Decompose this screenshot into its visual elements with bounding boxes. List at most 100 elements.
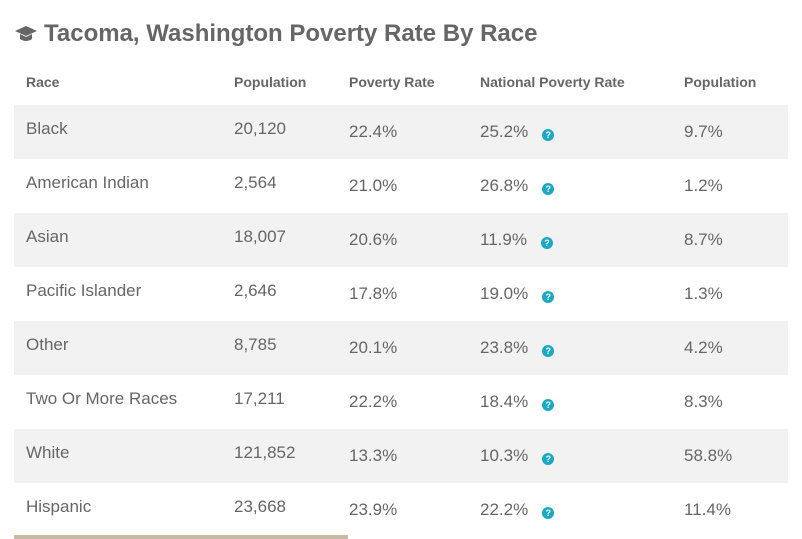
table-row: Pacific Islander 2,646 17.8% 19.0%? 1.3% <box>14 267 788 321</box>
national-rate-cell: 18.4%? <box>480 375 684 429</box>
race-cell-text: Pacific Islander <box>26 281 142 300</box>
header-population: Population <box>234 73 307 90</box>
poverty-rate-cell-text: 23.9% <box>349 500 398 519</box>
table-row: Black 20,120 22.4% 25.2%? 9.7% <box>14 105 788 159</box>
poverty-rate-cell-text: 17.8% <box>349 284 398 303</box>
population-share-cell-text: 4.2% <box>684 338 723 357</box>
national-rate-cell: 23.8%? <box>480 321 684 375</box>
table-row: American Indian 2,564 21.0% 26.8%? 1.2% <box>14 159 788 213</box>
population-cell: 121,852 <box>234 429 349 483</box>
poverty-rate-cell: 22.2% <box>349 375 480 429</box>
title-text: Tacoma, Washington Poverty Rate By Race <box>44 20 538 47</box>
population-cell-text: 17,211 <box>234 389 285 408</box>
poverty-rate-cell: 17.8% <box>349 267 480 321</box>
population-share-cell: 9.7% <box>684 105 788 159</box>
help-icon[interactable]: ? <box>542 291 555 303</box>
population-share-cell-text: 58.8% <box>684 446 733 465</box>
population-cell: 2,646 <box>234 267 349 321</box>
race-cell-text: White <box>26 443 70 462</box>
national-rate-cell: 11.9%? <box>480 213 684 267</box>
population-share-cell-text: 11.4% <box>684 500 731 519</box>
help-icon[interactable]: ? <box>542 345 555 357</box>
population-cell: 17,211 <box>234 375 349 429</box>
help-icon[interactable]: ? <box>542 183 555 195</box>
poverty-rate-cell: 21.0% <box>349 159 480 213</box>
header-poverty-rate: Poverty Rate <box>349 73 435 90</box>
poverty-rate-cell: 13.3% <box>349 429 480 483</box>
population-share-cell-text: 9.7% <box>684 122 723 141</box>
population-cell-text: 8,785 <box>234 335 277 354</box>
race-cell: Hispanic <box>14 483 234 537</box>
race-cell: Black <box>14 105 234 159</box>
population-share-cell: 4.2% <box>684 321 788 375</box>
population-cell-text: 2,646 <box>234 281 277 300</box>
population-share-cell: 1.3% <box>684 267 788 321</box>
population-cell-text: 18,007 <box>234 227 286 246</box>
population-cell-text: 121,852 <box>234 443 296 462</box>
national-rate-cell-text: 25.2% <box>480 122 529 141</box>
header-national-poverty-rate: National Poverty Rate <box>480 73 625 90</box>
population-cell: 18,007 <box>234 213 349 267</box>
population-share-cell: 8.7% <box>684 213 788 267</box>
race-cell: Asian <box>14 213 234 267</box>
poverty-rate-cell-text: 22.2% <box>349 392 398 411</box>
help-icon[interactable]: ? <box>542 507 555 519</box>
population-cell: 8,785 <box>234 321 349 375</box>
race-cell: Other <box>14 321 234 375</box>
poverty-rate-cell: 20.1% <box>349 321 480 375</box>
population-share-cell-text: 1.2% <box>684 176 723 195</box>
poverty-rate-cell-text: 22.4% <box>349 122 398 141</box>
poverty-rate-cell: 22.4% <box>349 105 480 159</box>
population-share-cell-text: 1.3% <box>684 284 723 303</box>
population-share-cell: 1.2% <box>684 159 788 213</box>
table-header: Race Population Poverty Rate National Po… <box>14 58 788 105</box>
graduation-cap-icon <box>15 26 37 41</box>
race-cell: Pacific Islander <box>14 267 234 321</box>
help-icon[interactable]: ? <box>542 399 555 411</box>
national-rate-cell: 25.2%? <box>480 105 684 159</box>
header-population-share: Population <box>684 73 757 90</box>
poverty-rate-cell: 23.9% <box>349 483 480 537</box>
race-cell-text: Asian <box>26 227 69 246</box>
poverty-rate-cell-text: 21.0% <box>349 176 398 195</box>
population-share-cell-text: 8.3% <box>684 392 723 411</box>
population-share-cell: 8.3% <box>684 375 788 429</box>
race-cell: White <box>14 429 234 483</box>
poverty-rate-cell-text: 20.6% <box>349 230 398 249</box>
population-cell-text: 20,120 <box>234 119 286 138</box>
national-rate-cell-text: 18.4% <box>480 392 529 411</box>
table-row: Asian 18,007 20.6% 11.9%? 8.7% <box>14 213 788 267</box>
race-cell-text: Hispanic <box>26 497 92 516</box>
national-rate-cell-text: 26.8% <box>480 176 529 195</box>
population-cell: 23,668 <box>234 483 349 537</box>
population-cell: 2,564 <box>234 159 349 213</box>
help-icon[interactable]: ? <box>540 237 553 249</box>
page-title: Tacoma, Washington Poverty Rate By Race <box>14 20 537 48</box>
table-row: Hispanic 23,668 23.9% 22.2%? 11.4% <box>14 483 788 537</box>
table-row: Two Or More Races 17,211 22.2% 18.4%? 8.3% <box>14 375 788 429</box>
national-rate-cell-text: 11.9% <box>480 230 527 249</box>
race-cell: Two Or More Races <box>14 375 234 429</box>
race-cell-text: American Indian <box>26 173 149 192</box>
national-rate-cell-text: 22.2% <box>480 500 529 519</box>
population-share-cell-text: 8.7% <box>684 230 723 249</box>
poverty-rate-cell-text: 13.3% <box>349 446 398 465</box>
header-race: Race <box>26 73 60 90</box>
poverty-rate-cell: 20.6% <box>349 213 480 267</box>
poverty-rate-cell-text: 20.1% <box>349 338 398 357</box>
help-icon[interactable]: ? <box>542 129 555 141</box>
race-cell-text: Other <box>26 335 69 354</box>
population-share-cell: 58.8% <box>684 429 788 483</box>
help-icon[interactable]: ? <box>542 453 555 465</box>
table-row: White 121,852 13.3% 10.3%? 58.8% <box>14 429 788 483</box>
population-cell: 20,120 <box>234 105 349 159</box>
national-rate-cell: 22.2%? <box>480 483 684 537</box>
national-rate-cell: 26.8%? <box>480 159 684 213</box>
national-rate-cell: 19.0%? <box>480 267 684 321</box>
race-cell-text: Two Or More Races <box>26 389 178 408</box>
national-rate-cell-text: 10.3% <box>480 446 529 465</box>
national-rate-cell-text: 19.0% <box>480 284 529 303</box>
image-strip <box>14 535 348 539</box>
race-cell-text: Black <box>26 119 68 138</box>
poverty-table: Race Population Poverty Rate National Po… <box>14 58 788 537</box>
